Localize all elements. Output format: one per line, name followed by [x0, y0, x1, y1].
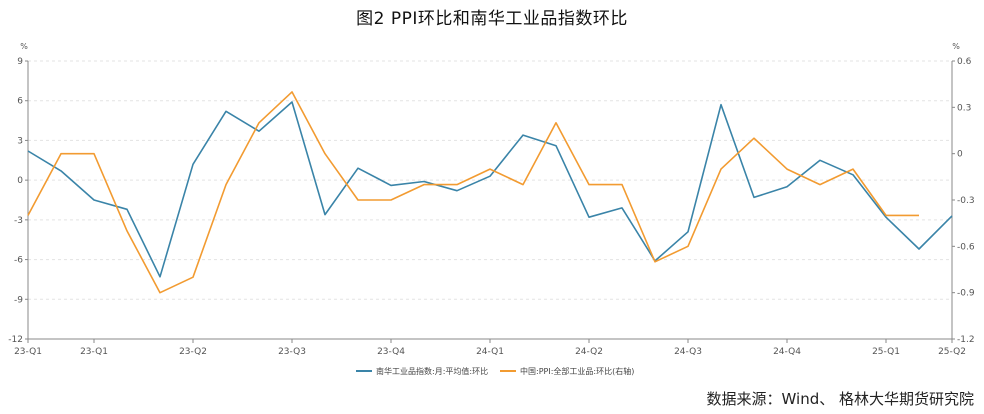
legend-label-1: 南华工业品指数:月:平均值:环比 — [376, 366, 488, 376]
right-tick-label: -1.2 — [957, 335, 975, 345]
x-tick-label: 24-Q4 — [773, 347, 801, 357]
x-tick-label: 25-Q2 — [938, 347, 966, 357]
left-tick-label: -12 — [8, 335, 23, 345]
series-lines — [27, 91, 953, 294]
legend: 南华工业品指数:月:平均值:环比 中国:PPI:全部工业品:环比(右轴) — [356, 366, 634, 376]
right-axis-unit: % — [952, 42, 960, 51]
x-tick-label: 25-Q1 — [872, 347, 900, 357]
x-tick-label: 24-Q2 — [575, 347, 603, 357]
series-line-1 — [27, 101, 953, 278]
grid-lines — [28, 60, 952, 340]
series-line-2 — [27, 91, 919, 294]
left-tick-label: -9 — [14, 295, 23, 305]
right-tick-label: -0.3 — [957, 196, 975, 206]
x-tick-label: 23-Q2 — [179, 347, 207, 357]
source-note: 数据来源：Wind、 格林大华期货研究院 — [706, 390, 974, 408]
x-tick-label: 23-Q4 — [377, 347, 405, 357]
left-axis-unit: % — [20, 42, 28, 51]
left-tick-label: 0 — [17, 176, 23, 186]
x-tick-label: 23-Q3 — [278, 347, 306, 357]
right-tick-label: -0.6 — [957, 242, 975, 252]
x-tick-label: 23-Q1 — [80, 347, 108, 357]
left-tick-label: 6 — [17, 97, 23, 107]
left-tick-label: -6 — [14, 256, 23, 266]
left-tick-label: 3 — [17, 136, 23, 146]
legend-label-2: 中国:PPI:全部工业品:环比(右轴) — [520, 366, 634, 376]
chart-title: 图2 PPI环比和南华工业品指数环比 — [356, 9, 628, 29]
left-tick-label: 9 — [17, 57, 23, 67]
right-tick-label: 0.3 — [957, 103, 971, 113]
left-tick-label: -3 — [14, 216, 23, 226]
x-tick-label: 24-Q3 — [674, 347, 702, 357]
right-tick-label: -0.9 — [957, 289, 975, 299]
x-tick-label: 23-Q1 — [14, 347, 42, 357]
x-tick-label: 24-Q1 — [476, 347, 504, 357]
right-tick-label: 0.6 — [957, 57, 972, 67]
axes: 9 6 3 0 -3 -6 -9 -12 0.6 0.3 0 -0.3 -0.6 -0.9 -1.2% % 23… — [8, 42, 975, 357]
right-tick-label: 0 — [957, 150, 963, 160]
